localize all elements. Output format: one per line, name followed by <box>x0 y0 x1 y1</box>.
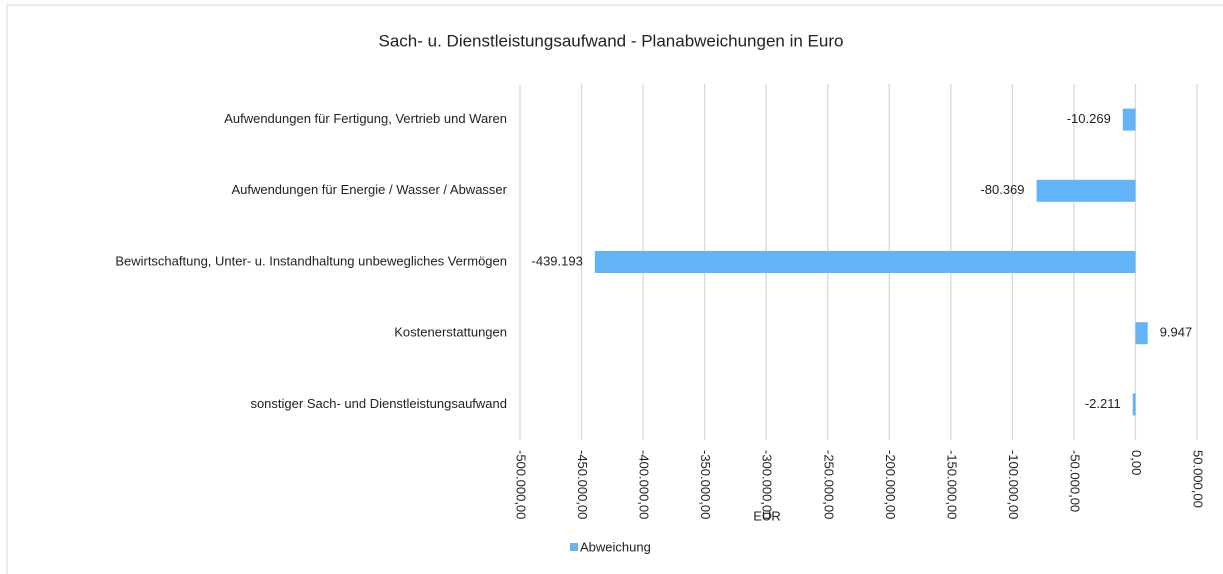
bar <box>1135 322 1148 345</box>
data-label: -10.269 <box>1067 111 1111 126</box>
x-tick-label: -300.000,00 <box>760 450 775 519</box>
x-tick-label: -200.000,00 <box>883 450 898 519</box>
data-label: -2.211 <box>1085 396 1121 411</box>
data-label: -80.369 <box>980 182 1024 197</box>
x-tick-label: -450.000,00 <box>575 450 590 519</box>
x-tick-label: -500.000,00 <box>514 450 529 519</box>
chart-title: Sach- u. Dienstleistungsaufwand - Planab… <box>379 31 844 50</box>
bar <box>594 251 1136 273</box>
y-tick-label: Aufwendungen für Fertigung, Vertrieb und… <box>224 111 507 126</box>
x-axis-title: EUR <box>753 508 780 523</box>
x-tick-label: -250.000,00 <box>821 450 836 519</box>
legend-swatch <box>570 543 578 551</box>
bar <box>1122 108 1136 131</box>
x-tick-label: -50.000,00 <box>1067 450 1082 512</box>
bar <box>1132 393 1136 416</box>
x-tick-label: -150.000,00 <box>944 450 959 519</box>
x-tick-label: 0,00 <box>1129 450 1144 475</box>
bar <box>1036 179 1136 202</box>
y-tick-label: sonstiger Sach- und Dienstleistungsaufwa… <box>250 396 507 411</box>
x-tick-label: -350.000,00 <box>698 450 713 519</box>
chart-frame <box>6 4 1223 574</box>
y-tick-label: Aufwendungen für Energie / Wasser / Abwa… <box>231 182 507 197</box>
legend-label: Abweichung <box>580 539 651 554</box>
x-tick-label: 50.000,00 <box>1191 450 1206 508</box>
data-label: -439.193 <box>532 253 583 268</box>
y-tick-label: Bewirtschaftung, Unter- u. Instandhaltun… <box>115 253 507 268</box>
x-tick-label: -400.000,00 <box>637 450 652 519</box>
x-tick-label: -100.000,00 <box>1006 450 1021 519</box>
y-tick-label: Kostenerstattungen <box>394 325 507 340</box>
data-label: 9.947 <box>1160 325 1193 340</box>
